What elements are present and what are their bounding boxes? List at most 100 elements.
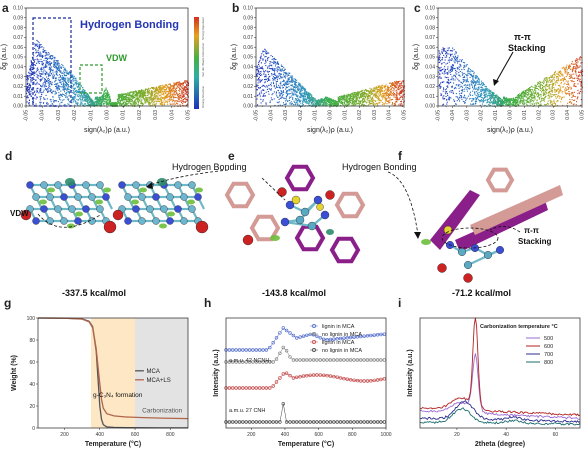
scatter-point	[41, 94, 42, 95]
scatter-point	[148, 95, 149, 96]
scatter-point	[401, 90, 402, 91]
scatter-point	[64, 78, 65, 79]
scatter-point	[29, 85, 30, 86]
scatter-point	[183, 90, 184, 91]
scatter-point	[174, 92, 175, 93]
scatter-point	[378, 103, 379, 104]
scatter-point	[292, 97, 293, 98]
scatter-point	[464, 73, 465, 74]
scatter-point	[528, 93, 529, 94]
scatter-point	[42, 64, 43, 65]
scatter-point	[341, 98, 342, 99]
scatter-point	[439, 76, 440, 77]
scatter-point	[40, 73, 41, 74]
scatter-point	[75, 78, 76, 79]
scatter-point	[64, 91, 65, 92]
x-tick-label: 0.03	[372, 110, 378, 120]
scatter-point	[346, 103, 347, 104]
scatter-point	[389, 100, 390, 101]
scatter-point	[85, 97, 86, 98]
scatter-point	[128, 93, 129, 94]
scatter-point	[84, 95, 85, 96]
scatter-point	[286, 87, 287, 88]
scatter-point	[276, 86, 277, 87]
scatter-point	[313, 104, 314, 105]
scatter-point	[72, 75, 73, 76]
scatter-point	[439, 67, 440, 68]
scatter-point	[41, 54, 42, 55]
scatter-point	[384, 87, 385, 88]
scatter-point	[164, 103, 165, 104]
scatter-point	[267, 81, 268, 82]
scatter-point	[289, 89, 290, 90]
scatter-point	[392, 85, 393, 86]
scatter-point	[366, 93, 367, 94]
scatter-point	[53, 78, 54, 79]
scatter-point	[172, 95, 173, 96]
scatter-point	[108, 104, 109, 105]
scatter-point	[48, 73, 49, 74]
scatter-point	[184, 81, 185, 82]
scatter-point	[68, 84, 69, 85]
scatter-point	[40, 88, 41, 89]
scatter-point	[326, 98, 327, 99]
scatter-point	[286, 82, 287, 83]
scatter-point	[272, 93, 273, 94]
scatter-point	[141, 100, 142, 101]
scatter-point	[303, 98, 304, 99]
scatter-point	[59, 74, 60, 75]
scatter-point	[42, 62, 43, 63]
scatter-point	[552, 103, 553, 104]
scatter-point	[37, 82, 38, 83]
scatter-point	[295, 79, 296, 80]
scatter-point	[297, 98, 298, 99]
scatter-point	[453, 57, 454, 58]
scatter-point	[259, 74, 260, 75]
scatter-point	[43, 49, 44, 50]
scatter-point	[266, 56, 267, 57]
scatter-point	[343, 97, 344, 98]
scatter-point	[124, 96, 125, 97]
scatter-point	[31, 71, 32, 72]
scatter-point	[108, 99, 109, 100]
scatter-point	[163, 94, 164, 95]
scatter-point	[56, 80, 57, 81]
scatter-point	[122, 97, 123, 98]
scatter-point	[121, 104, 122, 105]
scatter-point	[317, 103, 318, 104]
scatter-point	[295, 83, 296, 84]
scatter-point	[267, 78, 268, 79]
scatter-point	[37, 46, 38, 47]
scatter-point	[283, 67, 284, 68]
scatter-point	[290, 89, 291, 90]
scatter-point	[48, 52, 49, 53]
scatter-point	[104, 101, 105, 102]
scatter-point	[57, 69, 58, 70]
scatter-point	[381, 89, 382, 90]
scatter-point	[178, 90, 179, 91]
scatter-point	[352, 105, 353, 106]
scatter-point	[402, 80, 403, 81]
scatter-point	[283, 92, 284, 93]
scatter-point	[174, 91, 175, 92]
scatter-point	[302, 90, 303, 91]
y-tick-label: 0.02	[243, 84, 253, 90]
scatter-point	[89, 104, 90, 105]
scatter-point	[277, 69, 278, 70]
scatter-point	[388, 102, 389, 103]
scatter-point	[325, 100, 326, 101]
scatter-point	[260, 87, 261, 88]
scatter-point	[43, 56, 44, 57]
scatter-point	[78, 86, 79, 87]
scatter-point	[283, 90, 284, 91]
scatter-point	[104, 98, 105, 99]
scatter-point	[351, 98, 352, 99]
scatter-point	[40, 99, 41, 100]
scatter-point	[48, 82, 49, 83]
scatter-point	[277, 66, 278, 67]
scatter-point	[186, 91, 187, 92]
scatter-point	[38, 78, 39, 79]
scatter-point	[314, 102, 315, 103]
scatter-point	[139, 100, 140, 101]
scatter-point	[67, 80, 68, 81]
